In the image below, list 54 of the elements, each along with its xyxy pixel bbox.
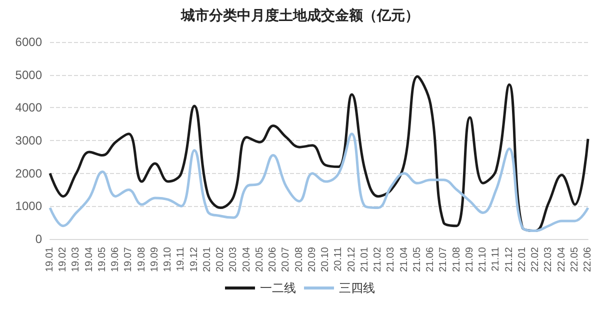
x-tick-label: 21.11 [490, 246, 502, 272]
x-tick-label: 20.05 [254, 246, 266, 272]
x-tick-label: 19.03 [70, 246, 82, 272]
x-tick-label: 21.10 [478, 246, 489, 272]
x-tick-label: 19.11 [176, 246, 187, 272]
x-tick-label: 19.07 [123, 246, 134, 272]
x-tick-label: 19.04 [84, 246, 95, 272]
x-tick-label: 19.06 [110, 246, 122, 272]
x-tick-label: 20.04 [241, 246, 252, 272]
x-tick-label: 20.09 [306, 246, 318, 272]
x-tick-label: 19.10 [162, 246, 174, 272]
x-tick-label: 19.05 [96, 246, 108, 272]
x-tick-label: 20.06 [268, 246, 279, 272]
legend-label: 三四线 [339, 281, 375, 295]
x-tick-label: 21.07 [438, 246, 450, 272]
y-tick-label: 6000 [15, 35, 42, 49]
line-series [48, 75, 590, 232]
x-tick-label: 19.08 [136, 246, 148, 272]
x-tick-label: 20.11 [333, 246, 344, 272]
x-tick-label: 22.03 [543, 246, 554, 272]
x-tick-label: 21.02 [372, 246, 384, 272]
y-tick-label: 2000 [15, 166, 42, 180]
x-tick-label: 21.06 [425, 246, 436, 272]
x-tick-label: 20.07 [280, 246, 292, 272]
x-tick-label: 21.08 [451, 246, 462, 272]
x-tick-label: 20.02 [215, 246, 226, 272]
x-tick-label: 21.04 [398, 246, 410, 272]
x-tick-label: 22.06 [582, 246, 594, 272]
x-tick-label: 20.10 [320, 246, 332, 272]
x-tick-label: 20.12 [346, 246, 358, 272]
x-tick-label: 19.09 [149, 246, 160, 272]
y-tick-label: 3000 [15, 134, 42, 148]
x-tick-label: 19.01 [44, 246, 56, 272]
x-tick-label: 22.02 [530, 246, 542, 272]
x-tick-label: 20.03 [228, 246, 240, 272]
x-tick-label: 20.01 [202, 246, 213, 272]
y-tick-label: 0 [35, 232, 42, 246]
y-tick-label: 5000 [15, 68, 42, 82]
y-tick-label: 4000 [15, 100, 42, 115]
x-tick-label: 19.12 [188, 246, 200, 272]
legend-label: 一二线 [260, 281, 296, 295]
x-tick-label: 20.08 [294, 246, 305, 272]
x-tick-label: 22.01 [516, 246, 528, 272]
x-tick-label: 22.05 [569, 246, 580, 272]
chart-title: 城市分类中月度土地成交金额（亿元） [180, 7, 419, 24]
x-tick-label: 21.09 [464, 246, 476, 272]
x-tick-label: 21.01 [359, 246, 370, 272]
line-series [48, 132, 590, 232]
y-tick-label: 1000 [15, 199, 42, 214]
x-tick-label: 21.12 [504, 246, 515, 272]
x-tick-label: 21.03 [386, 246, 397, 272]
x-tick-label: 19.02 [58, 246, 69, 272]
x-tick-label: 22.04 [556, 246, 568, 272]
x-tick-label: 21.05 [412, 246, 423, 272]
